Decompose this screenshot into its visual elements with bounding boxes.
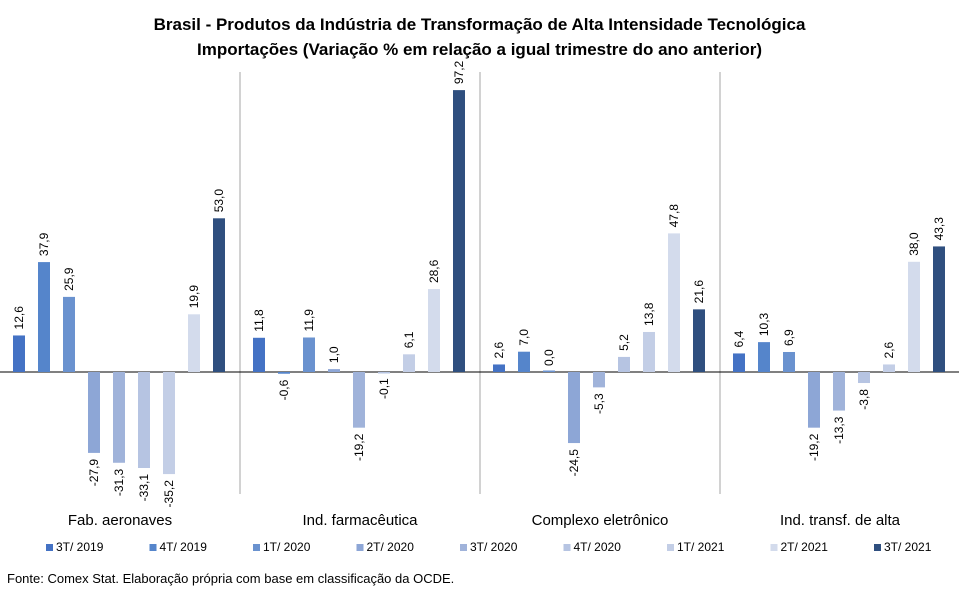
data-label: 28,6 xyxy=(427,259,441,283)
data-label: 53,0 xyxy=(212,189,226,213)
bar xyxy=(163,372,175,475)
data-label: 47,8 xyxy=(667,204,681,228)
bar xyxy=(353,372,365,428)
data-label: 1,0 xyxy=(327,346,341,363)
data-label: -3,8 xyxy=(857,389,871,410)
legend-label: 1T/ 2020 xyxy=(263,540,311,554)
bar xyxy=(493,364,505,372)
data-label: 11,9 xyxy=(302,309,316,332)
bar xyxy=(933,246,945,372)
legend-swatch xyxy=(667,544,674,551)
category-label: Fab. aeronaves xyxy=(68,512,172,529)
data-label: 11,8 xyxy=(252,309,266,332)
data-label: -24,5 xyxy=(567,449,581,477)
bar xyxy=(138,372,150,468)
data-label: 6,1 xyxy=(402,331,416,348)
data-label: 6,9 xyxy=(782,329,796,346)
bar xyxy=(403,354,415,372)
legend-label: 3T/ 2021 xyxy=(884,540,932,554)
data-label: 25,9 xyxy=(62,267,76,291)
bar xyxy=(63,296,75,372)
data-label: -5,3 xyxy=(592,393,606,414)
legend-label: 3T/ 2020 xyxy=(470,540,518,554)
data-label: -35,2 xyxy=(162,480,176,508)
legend-label: 4T/ 2020 xyxy=(574,540,622,554)
legend-label: 2T/ 2020 xyxy=(367,540,415,554)
legend-swatch xyxy=(874,544,881,551)
chart-title-line-1: Brasil - Produtos da Indústria de Transf… xyxy=(153,15,806,34)
data-label: -13,3 xyxy=(832,416,846,444)
data-label: 37,9 xyxy=(37,232,51,256)
data-label: 7,0 xyxy=(517,329,531,346)
data-label: 5,2 xyxy=(617,334,631,351)
legend-label: 4T/ 2019 xyxy=(160,540,208,554)
data-label: 13,8 xyxy=(642,302,656,326)
category-label: Ind. farmacêutica xyxy=(302,512,418,529)
bar xyxy=(303,337,315,372)
bar xyxy=(833,372,845,411)
bar xyxy=(908,261,920,372)
bar xyxy=(543,370,555,372)
data-label: -19,2 xyxy=(807,433,821,461)
legend-label: 2T/ 2021 xyxy=(781,540,829,554)
legend-swatch xyxy=(563,544,571,551)
bar xyxy=(328,369,340,372)
data-label: 43,3 xyxy=(932,217,946,241)
data-label: -31,3 xyxy=(112,468,126,496)
data-label: 21,6 xyxy=(692,280,706,304)
data-label: -0,1 xyxy=(377,378,391,399)
data-label: -19,2 xyxy=(352,433,366,461)
category-label: Complexo eletrônico xyxy=(532,512,669,529)
data-label: 97,2 xyxy=(452,60,466,84)
legend-label: 1T/ 2021 xyxy=(677,540,725,554)
data-label: 10,3 xyxy=(757,312,771,336)
bar xyxy=(618,356,630,372)
chart-subtitle: Importações (Variação % em relação a igu… xyxy=(197,40,762,59)
bar xyxy=(518,351,530,372)
bar xyxy=(758,342,770,372)
bar xyxy=(733,353,745,372)
bar xyxy=(858,372,870,384)
bar xyxy=(253,337,265,372)
bar xyxy=(428,289,440,372)
bar xyxy=(643,331,655,372)
bar xyxy=(113,372,125,463)
bar xyxy=(278,372,290,374)
bar xyxy=(693,309,705,372)
bar xyxy=(38,262,50,372)
legend-label: 3T/ 2019 xyxy=(56,540,104,554)
data-label: -27,9 xyxy=(87,459,101,487)
bar xyxy=(568,372,580,444)
data-label: 0,0 xyxy=(542,349,556,366)
bar xyxy=(668,233,680,372)
category-label: Ind. transf. de alta xyxy=(780,512,901,529)
bar xyxy=(593,372,605,388)
legend-swatch xyxy=(356,544,364,551)
data-label: 19,9 xyxy=(187,285,201,309)
data-label: -33,1 xyxy=(137,474,151,502)
source-note: Fonte: Comex Stat. Elaboração própria co… xyxy=(7,571,455,586)
bar xyxy=(188,314,200,372)
data-label: 2,6 xyxy=(882,341,896,358)
bar xyxy=(13,335,25,372)
data-label: 2,6 xyxy=(492,341,506,358)
legend-swatch xyxy=(253,544,260,551)
bar xyxy=(783,351,795,372)
data-label: 38,0 xyxy=(907,232,921,256)
bar xyxy=(808,372,820,428)
bar xyxy=(883,364,895,372)
data-label: 12,6 xyxy=(12,306,26,330)
data-label: -0,6 xyxy=(277,379,291,400)
legend-swatch xyxy=(149,544,157,551)
data-label: 6,4 xyxy=(732,330,746,347)
bar xyxy=(378,372,390,374)
bar xyxy=(213,218,225,372)
legend-swatch xyxy=(46,544,53,551)
bar xyxy=(453,90,465,373)
chart-title: Brasil - Produtos da Indústria de Transf… xyxy=(0,12,959,62)
legend-swatch xyxy=(770,544,778,551)
bar xyxy=(88,372,100,453)
legend-swatch xyxy=(460,544,467,551)
